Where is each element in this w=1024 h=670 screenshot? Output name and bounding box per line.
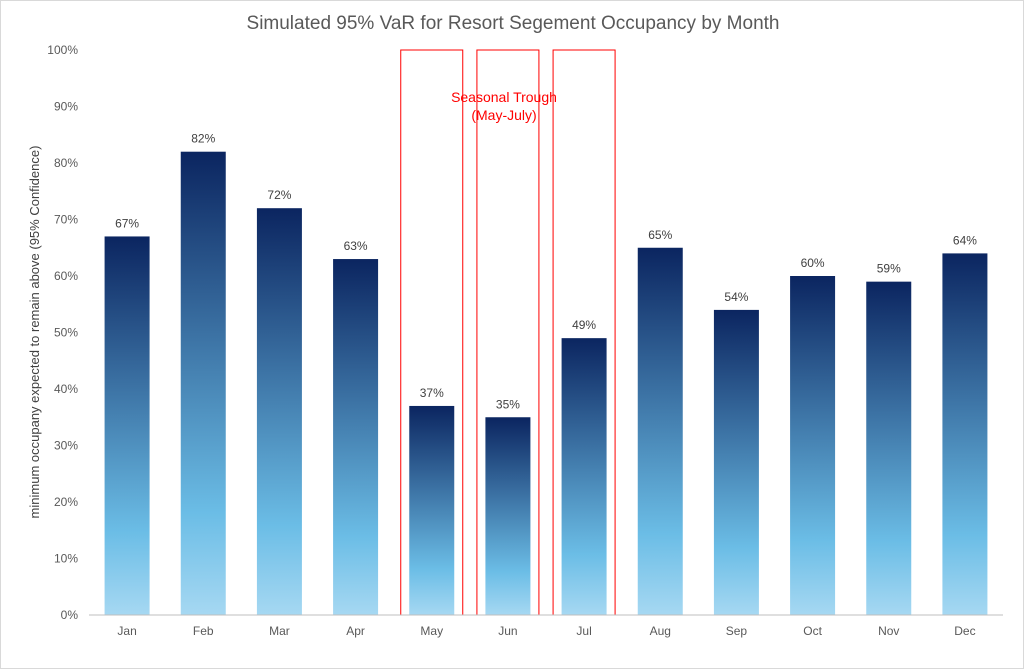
bar-jun — [485, 417, 531, 615]
x-tick-jul: Jul — [576, 624, 591, 638]
data-labels: 67% 82% 72% 63% 37% 35% 49% 65% 54% 60% 59% 64% — [115, 132, 977, 412]
x-tick-aug: Aug — [650, 624, 671, 638]
bar-feb — [180, 151, 226, 615]
y-tick-40: 40% — [54, 382, 78, 396]
data-label-sep: 54% — [724, 290, 748, 304]
annotation: Seasonal Trough (May-July) — [451, 89, 557, 123]
bar-jan — [104, 236, 150, 615]
y-tick-20: 20% — [54, 495, 78, 509]
x-tick-nov: Nov — [878, 624, 899, 638]
bars — [104, 151, 988, 615]
x-tick-may: May — [420, 624, 443, 638]
bar-mar — [256, 208, 302, 615]
x-tick-mar: Mar — [269, 624, 290, 638]
data-label-oct: 60% — [801, 256, 825, 270]
bar-may — [409, 405, 455, 615]
bar-apr — [333, 259, 379, 615]
x-tick-feb: Feb — [193, 624, 214, 638]
y-tick-50: 50% — [54, 326, 78, 340]
y-tick-100: 100% — [47, 43, 78, 57]
data-label-jan: 67% — [115, 216, 139, 230]
y-tick-60: 60% — [54, 269, 78, 283]
annotation-line-2: (May-July) — [471, 107, 536, 123]
data-label-apr: 63% — [344, 239, 368, 253]
y-axis: 0% 10% 20% 30% 40% 50% 60% 70% 80% 90% 100% — [47, 43, 78, 622]
bar-dec — [942, 253, 988, 615]
y-axis-title: minimum occupany expected to remain abov… — [27, 146, 42, 519]
x-tick-dec: Dec — [954, 624, 975, 638]
data-label-feb: 82% — [191, 132, 215, 146]
data-label-dec: 64% — [953, 233, 977, 247]
y-tick-80: 80% — [54, 156, 78, 170]
y-tick-90: 90% — [54, 100, 78, 114]
data-label-jun: 35% — [496, 397, 520, 411]
bar-jul — [561, 338, 607, 615]
x-tick-jan: Jan — [117, 624, 136, 638]
bar-sep — [713, 309, 759, 615]
x-tick-sep: Sep — [726, 624, 748, 638]
data-label-jul: 49% — [572, 318, 596, 332]
data-label-aug: 65% — [648, 228, 672, 242]
y-tick-30: 30% — [54, 439, 78, 453]
bar-oct — [790, 276, 836, 615]
x-axis: Jan Feb Mar Apr May Jun Jul Aug Sep Oct Nov Dec — [89, 614, 1003, 638]
bar-nov — [866, 281, 912, 615]
x-tick-oct: Oct — [803, 624, 822, 638]
y-tick-70: 70% — [54, 213, 78, 227]
x-tick-jun: Jun — [498, 624, 517, 638]
bar-aug — [637, 247, 683, 615]
data-label-nov: 59% — [877, 262, 901, 276]
annotation-line-1: Seasonal Trough — [451, 89, 557, 105]
data-label-mar: 72% — [267, 188, 291, 202]
data-label-may: 37% — [420, 386, 444, 400]
y-tick-0: 0% — [61, 608, 79, 622]
y-tick-10: 10% — [54, 552, 78, 566]
x-tick-apr: Apr — [346, 624, 365, 638]
chart-title: Simulated 95% VaR for Resort Segement Oc… — [247, 13, 780, 34]
